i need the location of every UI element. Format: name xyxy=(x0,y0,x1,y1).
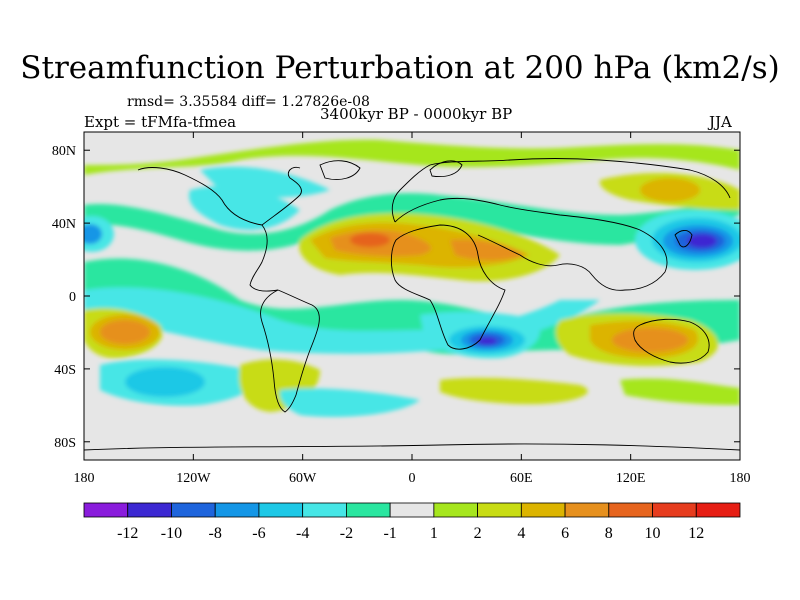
pos-s-pacific-core xyxy=(100,320,150,344)
colorbar: -12 -10 -8 -6 -4 -2 -1 1 2 4 6 8 10 12 xyxy=(83,502,741,542)
chart-title: Streamfunction Perturbation at 200 hPa (… xyxy=(20,50,780,86)
coast-north-america-east xyxy=(261,166,302,226)
colorbar-label: 12 xyxy=(688,525,704,542)
season-label: JJA xyxy=(709,113,732,131)
pos-s-pacific-east xyxy=(620,378,740,405)
coast-antarctica xyxy=(84,443,740,451)
colorbar-swatch xyxy=(83,502,129,518)
colorbar-swatch xyxy=(520,502,566,518)
y-tick-label: 80S xyxy=(54,436,76,451)
y-axis: 80N 40N 0 40S 80S xyxy=(52,144,740,451)
colorbar-label: -1 xyxy=(383,525,396,542)
colorbar-swatch xyxy=(652,502,697,518)
colorbar-label: -10 xyxy=(161,525,182,542)
pos-band-arctic xyxy=(84,139,740,175)
pos-atlantic-core xyxy=(350,233,390,247)
coast-australia xyxy=(633,318,710,364)
x-axis: 180 120W 60W 0 60E 120E 180 xyxy=(74,132,751,486)
period-label: 3400kyr BP - 0000kyr BP xyxy=(320,105,513,123)
pos-australia-core xyxy=(612,328,688,352)
x-tick-label: 60W xyxy=(289,471,317,486)
colorbar-swatch xyxy=(608,502,653,518)
colorbar-swatch xyxy=(345,502,391,518)
colorbar-swatch xyxy=(477,502,522,518)
stats-label: rmsd= 3.35584 diff= 1.27826e-08 xyxy=(127,94,370,110)
colorbar-swatch xyxy=(127,502,172,518)
experiment-label: Expt = tFMfa-tfmea xyxy=(84,113,237,131)
colorbar-label: 2 xyxy=(474,525,482,542)
neg-band-north xyxy=(84,193,740,251)
colorbar-label: -6 xyxy=(252,525,265,542)
coast-japan xyxy=(674,230,693,248)
neg-weddell xyxy=(279,388,420,417)
x-tick-label: 120E xyxy=(616,471,646,486)
coast-greenland xyxy=(319,160,361,180)
coast-south-america xyxy=(260,289,320,413)
colorbar-label: 1 xyxy=(430,525,438,542)
colorbar-label: -2 xyxy=(340,525,353,542)
colorbar-swatch xyxy=(214,502,260,518)
colorbar-label: -8 xyxy=(209,525,222,542)
x-tick-label: 0 xyxy=(409,471,416,486)
colorbar-swatch xyxy=(171,502,216,518)
colorbar-label: 8 xyxy=(605,525,613,542)
y-tick-label: 40S xyxy=(54,363,76,378)
neg-s-pacific-core xyxy=(125,367,205,397)
x-tick-label: 180 xyxy=(730,471,751,486)
colorbar-swatch xyxy=(695,502,741,518)
y-tick-label: 0 xyxy=(69,290,76,305)
coast-africa xyxy=(390,224,506,350)
coast-scandinavia xyxy=(429,160,463,177)
pos-siberia-core xyxy=(640,178,700,202)
coast-eurasia-north xyxy=(391,158,731,223)
coastlines xyxy=(84,158,740,451)
colorbar-label: 10 xyxy=(645,525,661,542)
colorbar-swatch xyxy=(389,502,435,518)
colorbar-label: -4 xyxy=(296,525,309,542)
colorbar-swatch xyxy=(433,502,479,518)
pos-arabia xyxy=(450,239,525,261)
pos-s-indian xyxy=(440,377,588,405)
colorbar-label: 4 xyxy=(517,525,525,542)
y-tick-label: 80N xyxy=(52,144,76,159)
colorbar-swatch xyxy=(302,502,347,518)
y-tick-label: 40N xyxy=(52,217,76,232)
x-tick-label: 120W xyxy=(176,471,211,486)
neg-s-africa-core xyxy=(477,337,497,345)
neg-greenland xyxy=(200,166,330,198)
neg-nw-pacific-core xyxy=(687,234,717,248)
coast-eurasia-south xyxy=(394,197,668,291)
antarctic-neutral xyxy=(84,408,740,440)
colorbar-label: -12 xyxy=(117,525,138,542)
x-tick-label: 60E xyxy=(510,471,533,486)
colorbar-label: 6 xyxy=(561,525,569,542)
colorbar-swatch xyxy=(258,502,304,518)
x-tick-label: 180 xyxy=(74,471,95,486)
colorbar-swatch xyxy=(564,502,610,518)
contour-fields xyxy=(84,132,740,460)
neg-central-pacific-core xyxy=(84,224,102,244)
